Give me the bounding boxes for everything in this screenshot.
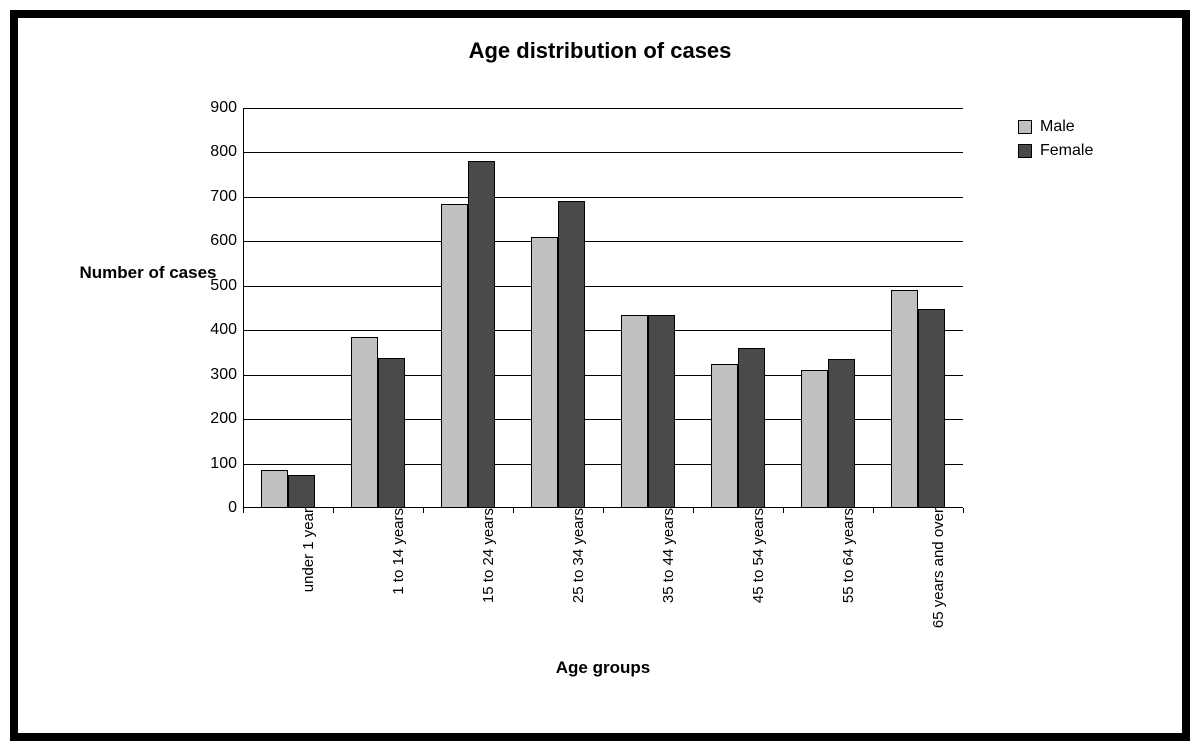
x-tickmark xyxy=(963,508,964,513)
bar-male xyxy=(801,370,828,508)
chart-title: Age distribution of cases xyxy=(18,38,1182,64)
bar-female xyxy=(738,348,765,508)
bar-female xyxy=(828,359,855,508)
legend: Male Female xyxy=(1018,118,1093,166)
bar-female xyxy=(468,161,495,508)
x-category-label: 55 to 64 years xyxy=(834,508,857,636)
bar-female xyxy=(918,309,945,508)
bar-male xyxy=(261,470,288,508)
gridline xyxy=(243,330,963,331)
y-tick-label: 100 xyxy=(210,455,243,473)
gridline xyxy=(243,197,963,198)
legend-swatch xyxy=(1018,120,1032,134)
gridline xyxy=(243,108,963,109)
y-tick-label: 200 xyxy=(210,410,243,428)
legend-label: Male xyxy=(1040,118,1075,136)
y-tick-label: 300 xyxy=(210,366,243,384)
bar-female xyxy=(558,201,585,508)
x-tickmark xyxy=(603,508,604,513)
gridline xyxy=(243,241,963,242)
x-tickmark xyxy=(783,508,784,513)
y-tick-label: 900 xyxy=(210,99,243,117)
bar-male xyxy=(351,337,378,508)
bar-female xyxy=(648,315,675,508)
plot-area: 0100200300400500600700800900under 1 year… xyxy=(243,108,963,508)
bar-male xyxy=(441,204,468,508)
x-tickmark xyxy=(873,508,874,513)
x-tickmark xyxy=(333,508,334,513)
bar-male xyxy=(531,237,558,508)
bar-female xyxy=(288,475,315,508)
x-category-label: 1 to 14 years xyxy=(384,508,407,636)
x-category-label: 45 to 54 years xyxy=(744,508,767,636)
chart-frame: Age distribution of cases 01002003004005… xyxy=(10,10,1190,741)
x-tickmark xyxy=(243,508,244,513)
legend-item: Male xyxy=(1018,118,1093,136)
legend-label: Female xyxy=(1040,142,1093,160)
y-tick-label: 800 xyxy=(210,143,243,161)
bar-male xyxy=(621,315,648,508)
x-category-label: under 1 year xyxy=(294,508,317,636)
y-tick-label: 0 xyxy=(228,499,243,517)
x-axis-label: Age groups xyxy=(243,658,963,678)
x-category-label: 15 to 24 years xyxy=(474,508,497,636)
x-tickmark xyxy=(513,508,514,513)
x-category-label: 65 years and over xyxy=(924,508,947,636)
gridline xyxy=(243,286,963,287)
gridline xyxy=(243,152,963,153)
legend-swatch xyxy=(1018,144,1032,158)
x-tickmark xyxy=(693,508,694,513)
bar-female xyxy=(378,358,405,508)
legend-item: Female xyxy=(1018,142,1093,160)
y-tick-label: 700 xyxy=(210,188,243,206)
y-axis-line xyxy=(243,108,244,508)
bar-male xyxy=(711,364,738,508)
y-axis-label: Number of cases xyxy=(78,263,218,283)
x-category-label: 25 to 34 years xyxy=(564,508,587,636)
x-tickmark xyxy=(423,508,424,513)
bar-male xyxy=(891,290,918,508)
x-category-label: 35 to 44 years xyxy=(654,508,677,636)
y-tick-label: 600 xyxy=(210,232,243,250)
y-tick-label: 400 xyxy=(210,321,243,339)
